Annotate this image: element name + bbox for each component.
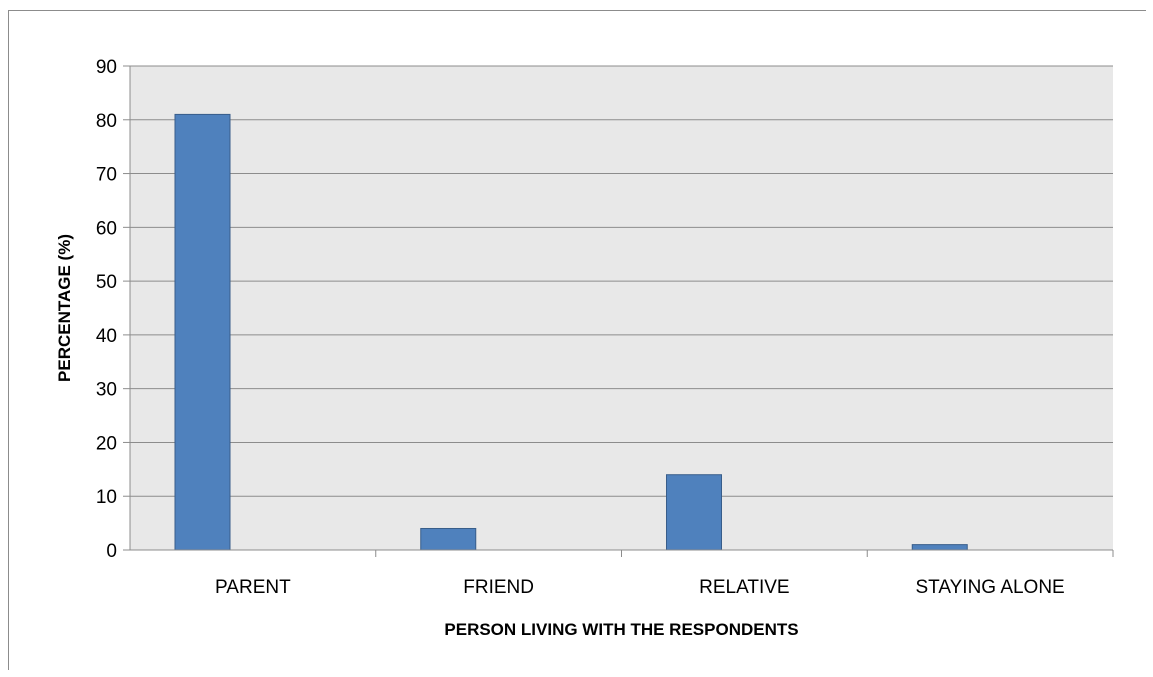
y-tick-label: 50 — [96, 272, 117, 293]
grid-lines — [123, 65, 1113, 551]
y-tick-labels: 0 10 20 30 40 50 60 70 80 90 — [96, 57, 117, 562]
bar-parent — [174, 113, 231, 551]
y-tick-label: 20 — [96, 433, 117, 454]
x-tick-labels: PARENT FRIEND RELATIVE STAYING ALONE — [215, 577, 1065, 598]
x-tick-label: RELATIVE — [699, 577, 789, 598]
x-tick-label: STAYING ALONE — [916, 577, 1065, 598]
x-tick-label: FRIEND — [463, 577, 534, 598]
y-tick-label: 70 — [96, 165, 117, 186]
bar-staying-alone — [911, 544, 968, 551]
y-tick-label: 10 — [96, 487, 117, 508]
y-tick-label: 90 — [96, 57, 117, 78]
bar-friend — [420, 527, 477, 551]
x-tick-label: PARENT — [215, 577, 291, 598]
y-tick-label: 80 — [96, 111, 117, 132]
y-tick-label: 30 — [96, 380, 117, 401]
y-tick-label: 60 — [96, 218, 117, 239]
y-axis-title: PERCENTAGE (%) — [55, 234, 74, 382]
bars — [174, 113, 1114, 557]
bar-relative — [666, 474, 722, 551]
y-tick-label: 0 — [106, 541, 117, 562]
plot-area — [130, 66, 1113, 550]
y-tick-label: 40 — [96, 326, 117, 347]
chart-frame — [8, 10, 1146, 670]
x-axis-title: PERSON LIVING WITH THE RESPONDENTS — [444, 620, 798, 639]
